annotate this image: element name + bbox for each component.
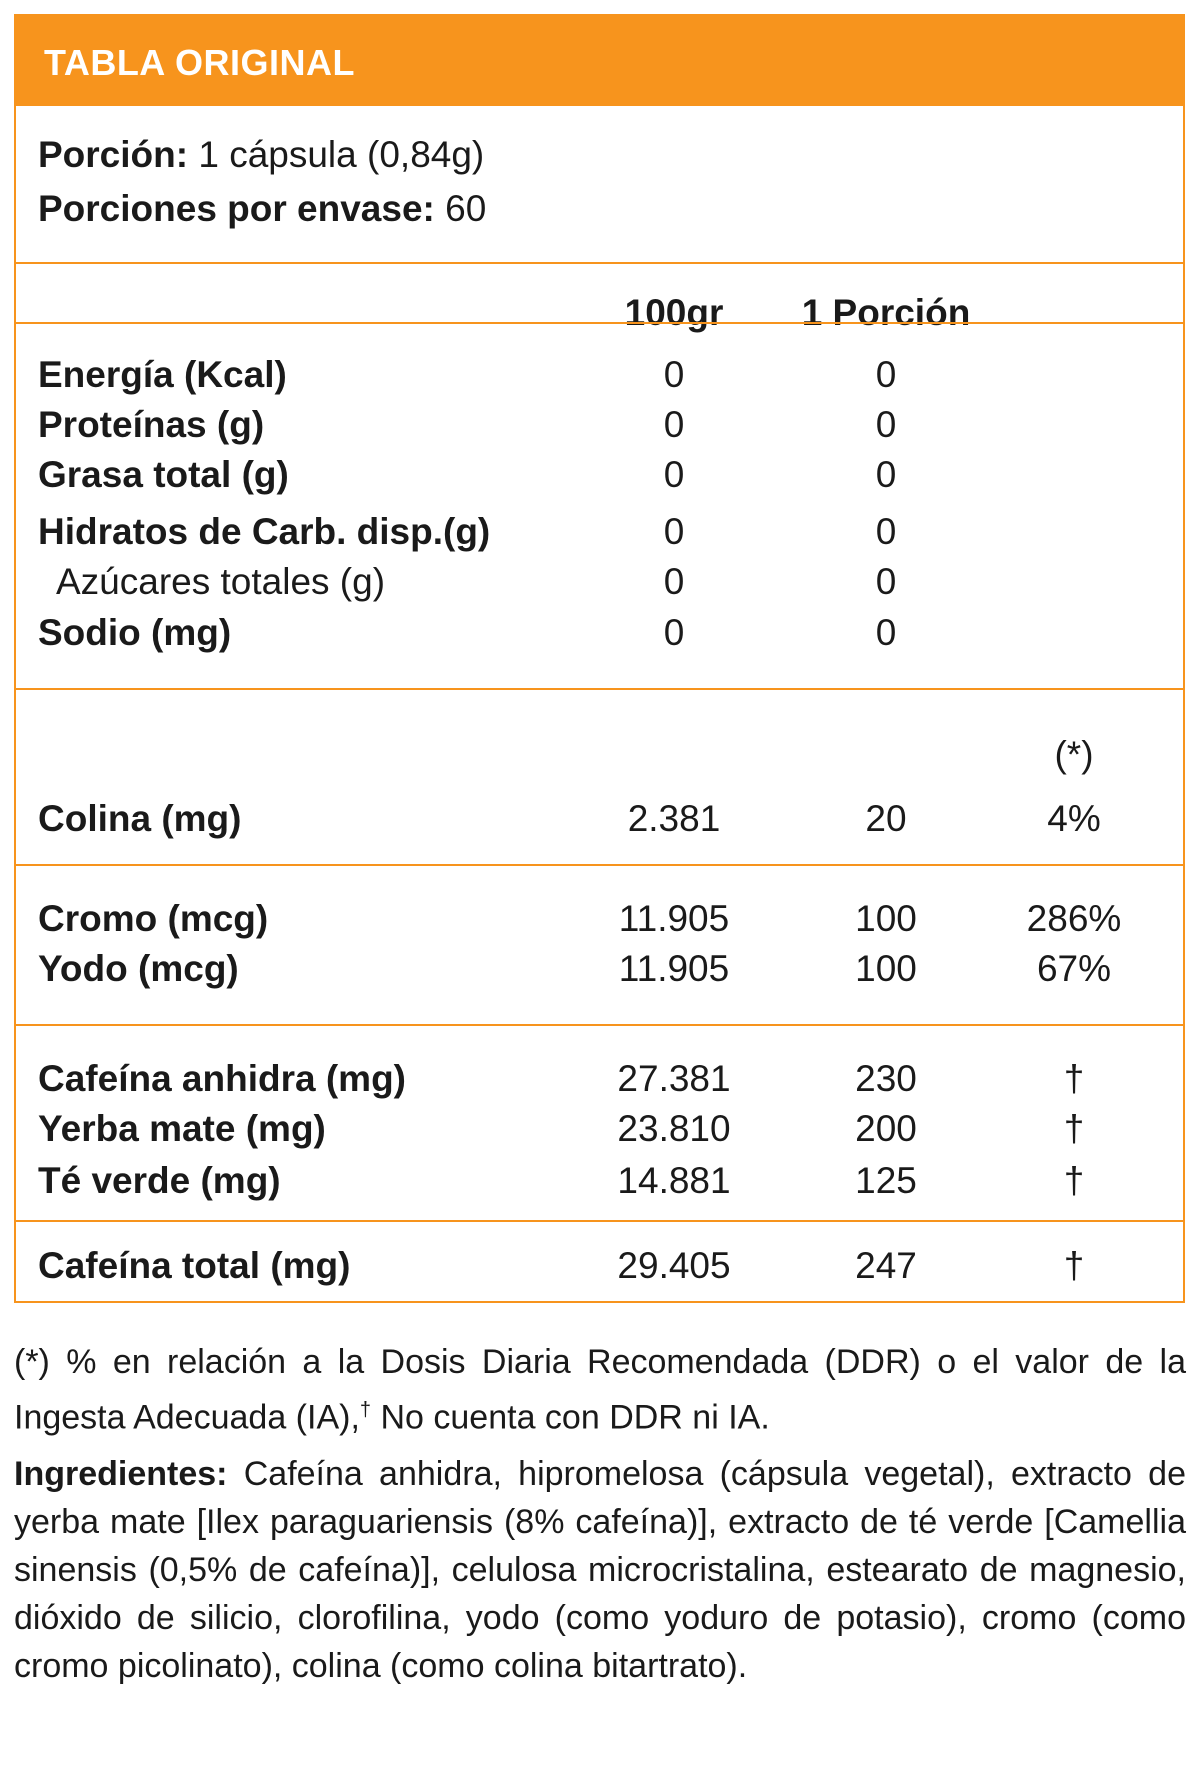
row-label-energia: Energía (Kcal) [38,354,287,395]
divider [16,1220,1183,1222]
per-container-line: Porciones por envase: 60 [38,190,486,227]
row-label-cafeina-anhidra: Cafeína anhidra (mg) [38,1058,406,1099]
cell-value: 11.905 [618,948,730,989]
ingredients-text: Cafeína anhidra, hipromelosa (cápsula ve… [14,1455,1187,1685]
cell-value: 100 [855,898,917,939]
table-title: TABLA ORIGINAL [44,42,355,83]
dagger-mark: † [1063,1108,1085,1149]
cell-value: 247 [855,1245,917,1286]
portion-label: Porción: [38,134,189,175]
cell-pct: 286% [1026,898,1122,939]
cell-value: 0 [875,404,897,445]
dagger-symbol: † [359,1399,372,1421]
divider [16,322,1183,324]
cell-value: 23.810 [617,1108,731,1149]
cell-value: 14.881 [617,1160,731,1201]
cell-value: 20 [865,798,907,839]
row-label-cromo: Cromo (mcg) [38,898,269,939]
row-label-sodio: Sodio (mg) [38,612,232,653]
ddr-footnote: (*) % en relación a la Dosis Diaria Reco… [14,1338,1186,1441]
portion-line: Porción: 1 cápsula (0,84g) [38,136,484,173]
dagger-mark: † [1063,1160,1085,1201]
nutrition-table: TABLA ORIGINAL Porción: 1 cápsula (0,84g… [14,14,1185,1303]
cell-value: 27.381 [617,1058,731,1099]
cell-value: 200 [855,1108,917,1149]
ingredients-paragraph: Ingredientes: Cafeína anhidra, hipromelo… [14,1450,1186,1690]
divider [16,864,1183,866]
cell-value: 0 [663,511,685,552]
cell-value: 0 [875,511,897,552]
cell-value: 0 [663,354,685,395]
cell-value: 29.405 [617,1245,731,1286]
cell-value: 0 [663,561,685,602]
cell-value: 0 [875,354,897,395]
footnote-text-after: No cuenta con DDR ni IA. [380,1398,770,1437]
col-header-portion: 1 Porción [801,292,971,333]
cell-value: 2.381 [627,798,721,839]
row-label-hidratos: Hidratos de Carb. disp.(g) [38,511,491,552]
cell-value: 0 [663,404,685,445]
row-label-proteinas: Proteínas (g) [38,404,265,445]
row-label-yerba-mate: Yerba mate (mg) [38,1108,326,1149]
table-header-bar: TABLA ORIGINAL [16,16,1183,106]
cell-value: 0 [663,454,685,495]
divider [16,1024,1183,1026]
portion-value: 1 cápsula (0,84g) [198,134,485,175]
per-container-value: 60 [445,188,487,229]
ingredients-label: Ingredientes: [14,1455,228,1493]
row-label-te-verde: Té verde (mg) [38,1160,281,1201]
row-label-cafeina-total: Cafeína total (mg) [38,1245,351,1286]
col-header-100gr: 100gr [624,292,724,333]
row-label-colina: Colina (mg) [38,798,242,839]
footnote-text: (*) % en relación a la Dosis Diaria Reco… [14,1343,1186,1437]
divider [16,262,1183,264]
cell-value: 125 [855,1160,917,1201]
cell-value: 0 [663,612,685,653]
divider [16,688,1183,690]
cell-value: 0 [875,561,897,602]
cell-value: 100 [855,948,917,989]
per-container-label: Porciones por envase: [38,188,435,229]
dagger-mark: † [1063,1245,1085,1286]
cell-value: 230 [855,1058,917,1099]
row-label-grasa: Grasa total (g) [38,454,289,495]
cell-value: 0 [875,454,897,495]
row-label-azucares: Azúcares totales (g) [56,561,386,602]
ddr-marker: (*) [1054,734,1094,775]
cell-pct: 67% [1036,948,1112,989]
cell-value: 0 [875,612,897,653]
row-label-yodo: Yodo (mcg) [38,948,239,989]
cell-pct: 4% [1047,798,1101,839]
dagger-mark: † [1063,1058,1085,1099]
cell-value: 11.905 [618,898,730,939]
